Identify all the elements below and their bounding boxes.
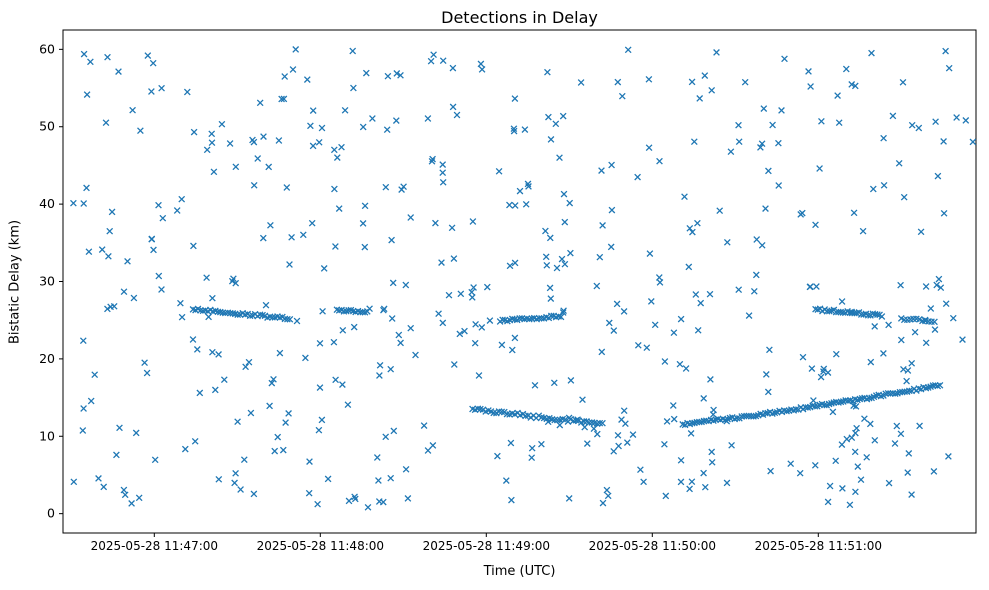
y-tick-label: 30 [39, 274, 55, 289]
y-tick-label: 10 [39, 428, 55, 443]
y-tick-label: 20 [39, 351, 55, 366]
x-tick-label: 2025-05-28 11:49:00 [423, 539, 550, 553]
x-axis-label: Time (UTC) [483, 564, 556, 579]
x-tick-label: 2025-05-28 11:50:00 [589, 539, 716, 553]
y-tick-label: 50 [39, 119, 55, 134]
chart-title: Detections in Delay [441, 8, 598, 27]
y-tick-label: 40 [39, 196, 55, 211]
x-tick-label: 2025-05-28 11:51:00 [755, 539, 882, 553]
y-axis-ticks: 0 10 20 30 40 50 60 [39, 41, 63, 521]
y-axis-label: Bistatic Delay (km) [7, 219, 23, 345]
y-tick-label: 0 [47, 506, 55, 521]
y-tick-label: 60 [39, 41, 55, 56]
scatter-points [70, 46, 977, 511]
plot-border [62, 29, 977, 534]
x-tick-label: 2025-05-28 11:48:00 [257, 539, 384, 553]
x-tick-label: 2025-05-28 11:47:00 [91, 539, 218, 553]
x-axis-ticks: 2025-05-28 11:47:00 2025-05-28 11:48:00 20… [91, 533, 882, 553]
